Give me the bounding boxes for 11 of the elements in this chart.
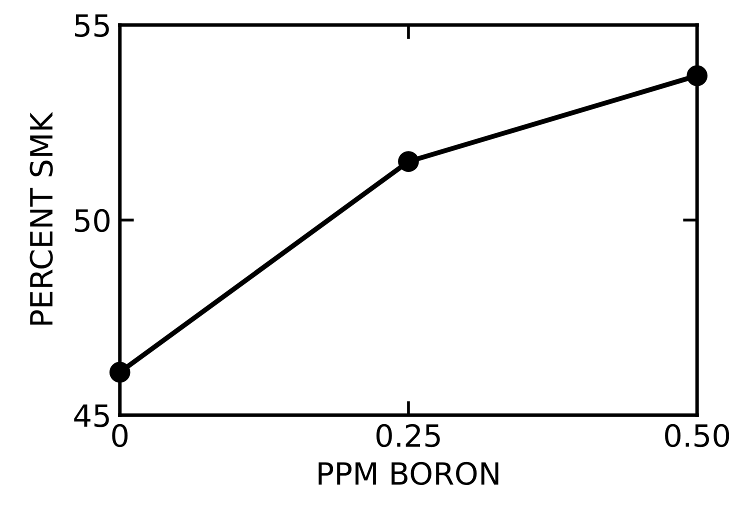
y-tick-label: 55 <box>75 14 109 38</box>
x-axis-title: PPM BORON <box>318 462 498 486</box>
x-tick-label: 0.50 <box>665 424 730 448</box>
x-tick-label: 0 <box>112 424 128 448</box>
y-tick-label: 45 <box>74 404 109 428</box>
x-tick-label: 0.25 <box>376 424 440 448</box>
point <box>686 65 708 86</box>
point <box>109 362 130 383</box>
y-axis-title: PERCENT SMK <box>30 112 53 325</box>
point <box>398 151 419 172</box>
y-tick-label: 50 <box>75 208 110 232</box>
